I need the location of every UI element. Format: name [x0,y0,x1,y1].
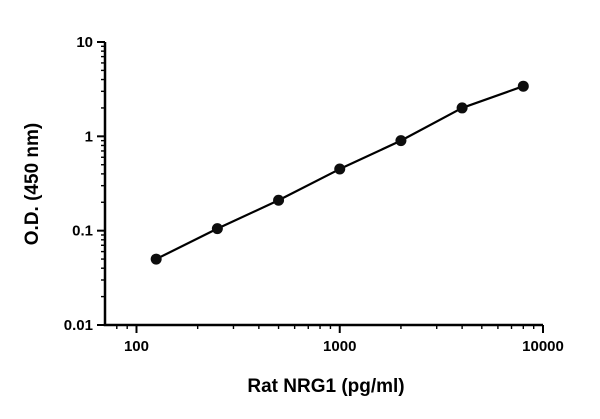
data-point-marker [456,102,468,114]
data-point-marker [395,135,407,147]
data-point-marker [211,223,223,235]
data-point-marker [517,80,529,92]
y-tick-label: 0.1 [72,223,93,240]
data-point-marker [334,163,346,175]
x-axis-title: Rat NRG1 (pg/ml) [247,376,404,397]
data-point-marker [273,194,285,206]
y-axis-title: O.D. (450 nm) [22,123,43,245]
y-tick-label: 10 [76,34,93,51]
x-tick-label: 100 [124,338,149,355]
x-tick-label: 10000 [522,338,564,355]
x-tick-label: 1000 [323,338,356,355]
y-tick-label: 0.01 [64,317,93,334]
data-point-marker [150,253,162,265]
y-tick-label: 1 [85,128,93,145]
plot-area: 100 1000 10000 0.01 0.1 1 10 [64,34,564,355]
